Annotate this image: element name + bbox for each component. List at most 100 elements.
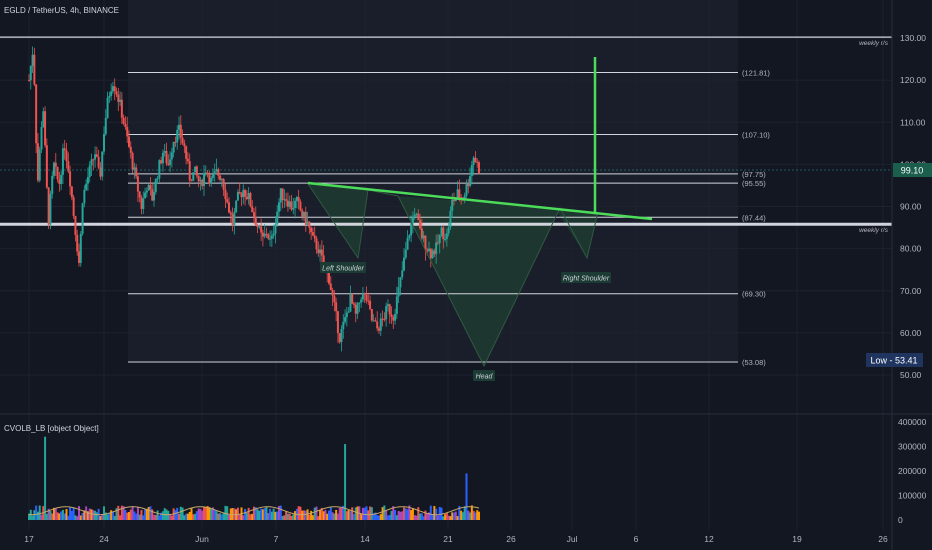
- volume-bar: [204, 507, 207, 520]
- volume-bar: [28, 513, 30, 520]
- candle-body: [424, 235, 427, 251]
- candle-body: [279, 188, 282, 203]
- candle-body: [126, 127, 129, 137]
- annotation-left-shoulder: Left Shoulder: [320, 262, 366, 273]
- candle-body: [319, 249, 322, 254]
- volume-bar: [245, 512, 248, 520]
- volume-bar: [95, 512, 98, 520]
- volume-bar: [390, 510, 393, 520]
- candle-body: [85, 183, 88, 190]
- time-tick-label: 7: [274, 534, 279, 544]
- volume-bar: [163, 508, 166, 520]
- volume-bar: [206, 506, 209, 520]
- candle-body: [144, 192, 147, 199]
- candle-body: [174, 141, 177, 143]
- indicator-label[interactable]: CVOLB_LB [object Object]: [4, 424, 99, 433]
- volume-bar: [54, 508, 57, 520]
- level-label: (121.81): [742, 69, 770, 78]
- time-tick-label: 14: [360, 534, 370, 544]
- candle-body: [88, 165, 91, 178]
- candle-body: [135, 167, 138, 177]
- volume-bar: [160, 512, 163, 520]
- candle-body: [129, 146, 132, 153]
- volume-bar: [411, 508, 414, 520]
- candle-body: [260, 226, 263, 233]
- candle-body: [178, 124, 180, 130]
- candle-body: [56, 166, 59, 180]
- candle-body: [444, 239, 447, 241]
- volume-bar: [363, 507, 366, 520]
- candle-body: [249, 193, 252, 207]
- candle-body: [158, 160, 161, 179]
- low-price-badge: Low - 53.41: [866, 353, 923, 367]
- volume-bar: [385, 510, 388, 520]
- volume-bar: [176, 507, 179, 520]
- candle-body: [35, 84, 38, 144]
- volume-moving-average: [28, 506, 480, 516]
- symbol-title[interactable]: EGLD / TetherUS, 4h, BINANCE: [4, 6, 119, 15]
- candle-body: [281, 188, 284, 201]
- candle-body: [378, 328, 380, 331]
- head-shoulders-outline: [307, 183, 599, 368]
- volume-bar: [276, 511, 279, 520]
- candle-body: [340, 328, 343, 343]
- candle-body: [69, 171, 72, 187]
- candle-body: [308, 221, 311, 228]
- volume-bar: [208, 507, 211, 520]
- candle-body: [203, 173, 205, 186]
- volume-bar: [78, 506, 80, 520]
- candle-body: [63, 148, 66, 151]
- volume-bar: [153, 514, 155, 520]
- volume-bar: [313, 507, 316, 520]
- candle-body: [392, 316, 395, 321]
- candle-body: [120, 99, 123, 118]
- volume-bar: [76, 516, 79, 520]
- volume-bar: [372, 513, 375, 520]
- volume-bar: [56, 512, 59, 520]
- current-price-badge: 99.10: [0, 163, 932, 177]
- price-tick-label: 60.00: [900, 328, 922, 338]
- candle-body: [381, 318, 384, 320]
- candle-body: [211, 174, 214, 178]
- candle-body: [70, 186, 73, 198]
- volume-bar: [170, 515, 173, 520]
- volume-bar: [131, 506, 134, 520]
- candle-body: [311, 232, 314, 236]
- candle-body: [401, 270, 404, 278]
- volume-bar: [438, 506, 441, 520]
- volume-bar: [94, 510, 97, 520]
- candle-body: [72, 197, 75, 216]
- volume-bar: [365, 506, 368, 520]
- candle-body: [128, 136, 130, 147]
- time-tick-label: 12: [704, 534, 714, 544]
- volume-bar: [185, 513, 188, 520]
- candle-body: [354, 304, 357, 314]
- candle-body: [247, 193, 250, 200]
- candle-body: [360, 299, 363, 303]
- candle-body: [306, 221, 309, 225]
- candle-body: [331, 289, 334, 296]
- time-tick-label: 6: [634, 534, 639, 544]
- volume-bar: [478, 511, 480, 520]
- candle-body: [408, 235, 411, 238]
- volume-bar: [317, 516, 320, 520]
- volume-bar: [181, 507, 184, 520]
- volume-bar: [417, 507, 420, 520]
- candle-body: [195, 166, 198, 176]
- candle-body: [470, 165, 473, 177]
- candle-body: [274, 224, 277, 234]
- candle-body: [60, 174, 63, 184]
- time-tick-label: Jul: [567, 534, 578, 544]
- candle-body: [106, 97, 109, 118]
- candle-body: [97, 156, 100, 168]
- volume-bar: [406, 509, 409, 520]
- candle-body: [149, 184, 152, 190]
- volume-bar: [179, 506, 182, 520]
- time-tick-label: Jun: [195, 534, 209, 544]
- candle-body: [476, 161, 479, 163]
- volume-bar: [140, 510, 143, 520]
- volume-bar: [453, 512, 455, 520]
- volume-bar: [219, 513, 222, 520]
- volume-bar: [383, 505, 386, 520]
